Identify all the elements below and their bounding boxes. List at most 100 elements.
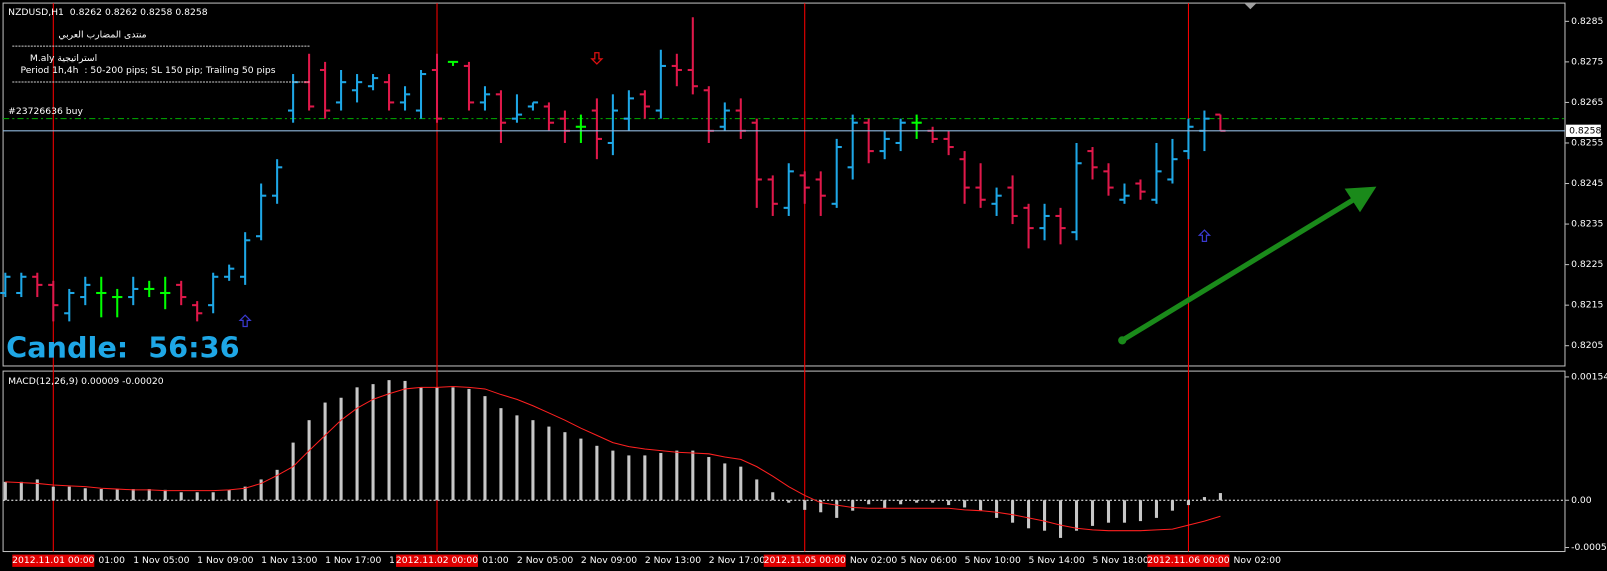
ohlc-bar <box>64 288 75 322</box>
macd-bar <box>115 489 119 501</box>
macd-bar <box>1074 500 1079 531</box>
macd-bar <box>899 500 903 505</box>
y-tick-label: -0.00059 <box>1571 542 1607 553</box>
x-tick-label: 2 Nov 13:00 <box>645 555 701 566</box>
x-tick-label: 01:00 <box>482 555 509 566</box>
ohlc-bar <box>495 90 507 143</box>
macd-bar <box>83 488 87 501</box>
macd-bar <box>275 469 279 501</box>
separator-date-box <box>1147 554 1230 567</box>
ohlc-bar <box>623 90 634 131</box>
macd-bar <box>451 387 455 501</box>
macd-bar <box>51 486 55 501</box>
ohlc-bar <box>543 102 555 131</box>
ohlc-bar <box>831 138 842 208</box>
macd-bar <box>915 500 919 503</box>
macd-bar <box>195 492 199 501</box>
ohlc-bar <box>128 276 139 306</box>
macd-bar <box>1202 497 1206 501</box>
ohlc-bar <box>511 94 523 123</box>
y-tick-label: 0.8205 <box>1571 340 1603 351</box>
ohlc-bar <box>399 86 411 111</box>
ohlc-bar <box>591 98 603 160</box>
ohlc-bar <box>479 86 491 111</box>
ohlc-bar <box>815 171 826 216</box>
ohlc-bar <box>863 118 874 164</box>
x-tick-label: 1 Nov 17:00 <box>325 555 381 566</box>
macd-bar <box>1186 500 1190 506</box>
separator-date-label: 2012.11.01 00:00 <box>12 555 94 566</box>
x-tick-label: 5 Nov 10:00 <box>965 555 1021 566</box>
ohlc-bar <box>383 74 395 111</box>
ohlc-bar <box>272 159 283 204</box>
ohlc-bar <box>32 272 43 298</box>
ohlc-bar <box>975 163 986 208</box>
ohlc-bar <box>655 49 666 119</box>
macd-bar <box>515 415 519 501</box>
ohlc-bar <box>959 151 970 204</box>
x-tick-label: 5 Nov 14:00 <box>1029 555 1085 566</box>
x-tick-label: 1 Nov 13:00 <box>261 555 317 566</box>
ohlc-bar <box>719 102 730 131</box>
sell-arrow <box>590 52 604 65</box>
ohlc-bar <box>751 118 762 208</box>
ohlc-bar <box>1071 142 1082 241</box>
ohlc-bar <box>367 74 379 91</box>
ohlc-bar <box>943 130 954 156</box>
ohlc-bar <box>144 280 155 298</box>
macd-bar <box>643 455 647 501</box>
ohlc-bar <box>48 280 59 322</box>
macd-bar <box>259 479 263 501</box>
x-tick-label: Nov 02:00 <box>1234 555 1282 566</box>
macd-bar <box>531 420 535 501</box>
macd-bar <box>627 455 631 501</box>
price-panel <box>2 2 1566 367</box>
ohlc-bar <box>1119 183 1130 204</box>
macd-bar <box>371 384 375 501</box>
macd-bar <box>819 500 823 513</box>
x-tick-label: 5 Nov 06:00 <box>901 555 957 566</box>
ohlc-bar <box>351 74 363 103</box>
ohlc-bar <box>240 232 251 285</box>
ohlc-bar <box>1039 203 1050 241</box>
ohlc-bar <box>16 272 27 298</box>
ohlc-bar <box>1023 203 1034 249</box>
order-label: #23726636 buy <box>8 106 83 117</box>
macd-bar <box>995 500 999 518</box>
macd-bar <box>547 426 551 501</box>
macd-bar <box>803 500 807 510</box>
y-tick-label: 0.8275 <box>1571 56 1603 67</box>
separator-date-box <box>12 554 95 567</box>
macd-bar <box>403 380 407 501</box>
macd-bar <box>1043 500 1047 531</box>
strategy-caption: M.aly استراتيجية <box>30 53 97 64</box>
macd-bar <box>723 463 727 501</box>
macd-bar <box>1090 500 1095 526</box>
macd-bar <box>243 486 247 501</box>
ohlc-bar <box>911 114 922 139</box>
ohlc-bar <box>192 301 203 322</box>
macd-bar <box>387 380 391 501</box>
x-tick-label: 1 <box>389 555 395 566</box>
macd-bar <box>1027 500 1031 529</box>
macd-bar <box>883 500 887 509</box>
ohlc-bar <box>447 60 459 66</box>
macd-bar <box>595 445 599 501</box>
ohlc-bar <box>879 130 890 160</box>
macd-bar <box>755 479 759 501</box>
macd-bar <box>579 438 583 501</box>
ohlc-bar <box>96 276 107 318</box>
macd-bar <box>483 396 487 501</box>
chart-shift-marker <box>1244 3 1257 10</box>
macd-bar <box>3 481 7 501</box>
macd-bar <box>339 397 343 501</box>
ohlc-bar <box>847 114 858 180</box>
macd-bar <box>563 432 567 501</box>
x-tick-label: 2 Nov 09:00 <box>581 555 637 566</box>
ohlc-bar <box>160 276 171 310</box>
x-tick-label: 01:00 <box>98 555 125 566</box>
ohlc-bar <box>1135 179 1146 200</box>
arrow-tail <box>1118 336 1127 345</box>
x-tick-label: 5 Nov 18:00 <box>1093 555 1149 566</box>
